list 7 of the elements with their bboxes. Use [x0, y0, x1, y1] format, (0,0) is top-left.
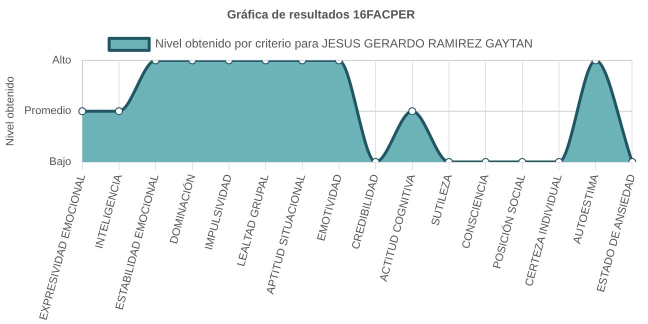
x-tick-label: LEALTAD GRUPAL	[235, 173, 272, 268]
ref-line-label: Promedio	[24, 105, 72, 118]
chart-title: Gráfica de resultados 16FACPER	[226, 8, 416, 22]
ref-line-label: Bajo	[49, 156, 72, 168]
legend-label: Nivel obtenido por criterio para JESUS GERARDO RAMIREZ GAYTAN	[155, 36, 533, 51]
ref-line-label: Alto	[52, 54, 72, 66]
y-axis-title: Nivel obtenido	[4, 76, 17, 146]
